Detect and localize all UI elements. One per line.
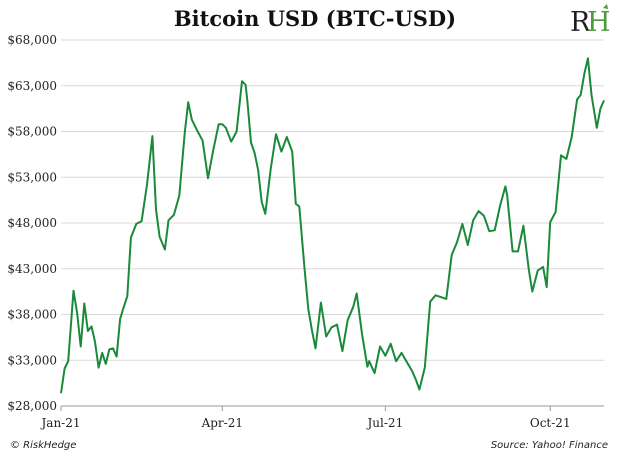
price-line <box>60 57 605 394</box>
y-tick-label: $43,000 <box>7 262 57 276</box>
grid-lines <box>61 39 604 407</box>
y-axis: $28,000 $33,000 $38,000 $43,000 $48,000 $53,0… <box>7 33 57 413</box>
x-tick-label: Apr-21 <box>201 416 243 430</box>
footer-copyright: © RiskHedge <box>10 440 77 451</box>
y-tick-label: $48,000 <box>7 216 57 230</box>
y-tick-label: $68,000 <box>7 33 57 47</box>
y-tick-label: $63,000 <box>7 79 57 93</box>
chart-title: Bitcoin USD (BTC-USD) <box>173 6 457 31</box>
series-layer <box>60 57 605 394</box>
svg-text:R: R <box>570 7 591 38</box>
riskhedge-logo-icon: R H <box>570 4 611 38</box>
svg-text:H: H <box>587 7 611 38</box>
y-tick-label: $28,000 <box>7 399 57 413</box>
footer-source: Source: Yahoo! Finance <box>490 440 608 451</box>
x-tick-label: Jan-21 <box>39 416 80 430</box>
y-tick-label: $58,000 <box>7 125 57 139</box>
y-tick-label: $53,000 <box>7 170 57 184</box>
x-tick-label: Oct-21 <box>530 416 571 430</box>
y-tick-label: $33,000 <box>7 353 57 367</box>
y-tick-label: $38,000 <box>7 308 57 322</box>
x-axis: Jan-21 Apr-21 Jul-21 Oct-21 <box>39 406 571 430</box>
x-tick-label: Jul-21 <box>366 416 404 430</box>
